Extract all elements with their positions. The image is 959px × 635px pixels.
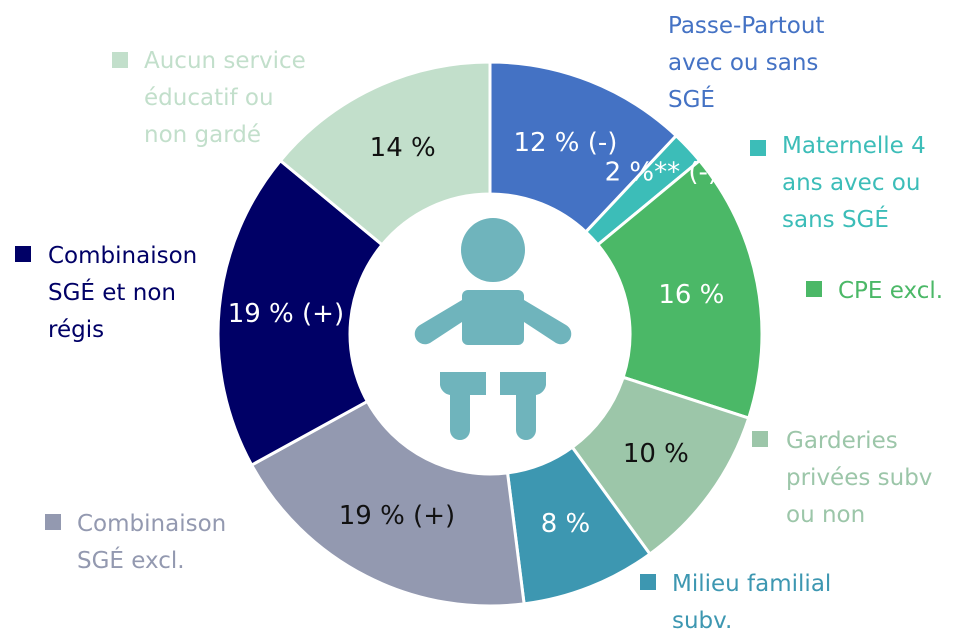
legend-label: Passe-Partout avec ou sans SGÉ — [668, 13, 825, 113]
value-label: 8 % — [541, 509, 591, 539]
slice — [249, 399, 526, 608]
baby-icon — [414, 218, 572, 440]
legend-swatch — [640, 574, 656, 590]
legend-swatch — [15, 246, 31, 262]
legend-label: Aucun service éducatif ou non gardé — [144, 48, 306, 148]
slice — [216, 158, 385, 468]
legend-label: Combinaison SGÉ et non régis — [48, 243, 198, 343]
legend-label: Maternelle 4 ans avec ou sans SGÉ — [782, 133, 926, 233]
value-label: 2 %** (-) — [605, 158, 718, 188]
legend-label: Milieu familial subv. — [672, 571, 832, 634]
slice — [278, 60, 492, 247]
value-label: 16 % — [658, 280, 724, 310]
value-label: 10 % — [623, 439, 689, 469]
slice — [595, 158, 764, 420]
legend-swatch — [806, 281, 822, 297]
legend-swatch — [750, 140, 766, 156]
value-label: 19 % (+) — [228, 299, 344, 329]
value-label: 14 % — [370, 133, 436, 163]
value-label: 12 % (-) — [513, 128, 617, 158]
legend-label: CPE excl. — [838, 278, 944, 304]
legend-label: Garderies privées subv ou non — [786, 428, 933, 528]
legend-swatch — [752, 431, 768, 447]
legend-swatch — [45, 514, 61, 530]
legend-swatch — [112, 52, 128, 68]
slices — [216, 60, 764, 608]
legend-label: Combinaison SGÉ excl. — [77, 511, 227, 574]
value-label: 19 % (+) — [339, 501, 455, 531]
